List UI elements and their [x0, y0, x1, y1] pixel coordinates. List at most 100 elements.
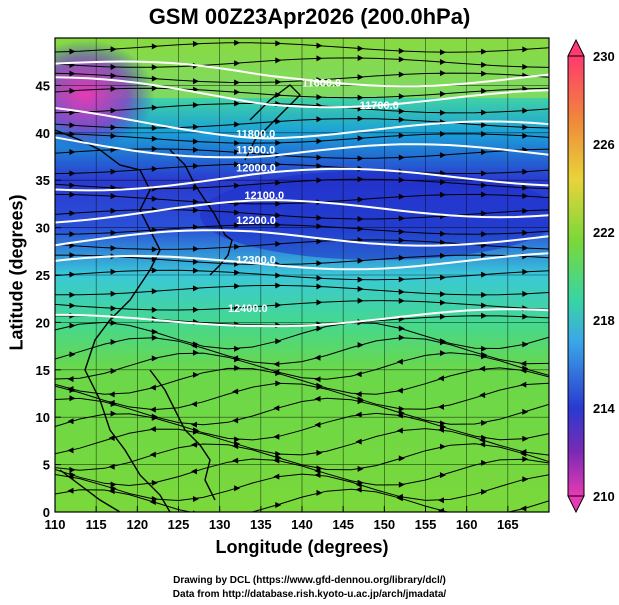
wind-arrow — [439, 291, 446, 298]
wind-arrow — [355, 486, 362, 493]
wind-arrow — [398, 409, 405, 416]
wind-arrow — [234, 89, 241, 96]
wind-arrow — [481, 48, 488, 55]
wind-arrow — [273, 473, 280, 480]
wind-arrow — [316, 489, 323, 496]
y-tick-label: 0 — [43, 505, 50, 520]
x-tick-label: 135 — [250, 517, 272, 532]
contour-label: 12100.0 — [244, 190, 284, 202]
wind-arrow — [479, 441, 486, 448]
colorbar-label: 230 — [593, 49, 615, 64]
wind-arrow — [398, 481, 405, 488]
wind-arrow — [357, 465, 364, 472]
wind-arrow — [69, 466, 76, 473]
wind-arrow — [522, 341, 529, 348]
wind-arrow — [275, 221, 282, 228]
wind-arrow — [192, 224, 199, 231]
wind-arrow — [398, 228, 405, 235]
wind-arrow — [522, 435, 529, 442]
wind-arrow — [316, 382, 323, 389]
wind-arrow — [316, 238, 323, 245]
wind-arrow — [234, 222, 241, 229]
wind-arrow — [316, 55, 323, 62]
wind-arrow — [398, 177, 405, 184]
wind-arrow — [439, 443, 446, 450]
wind-arrow — [110, 107, 117, 114]
wind-arrow — [520, 360, 527, 367]
wind-arrow — [522, 184, 529, 191]
wind-arrow — [192, 184, 199, 191]
wind-arrow — [234, 149, 241, 156]
wind-arrow — [192, 306, 199, 313]
wind-arrow — [192, 207, 199, 214]
wind-arrow — [110, 319, 117, 326]
wind-arrow — [110, 168, 117, 175]
wind-arrow — [151, 413, 158, 420]
wind-arrow — [481, 351, 488, 358]
wind-arrow — [522, 63, 529, 70]
wind-arrow — [481, 210, 488, 217]
wind-arrow — [481, 488, 488, 495]
chart-title: GSM 00Z23Apr2026 (200.0hPa) — [148, 4, 471, 29]
wind-arrow — [67, 447, 74, 454]
x-tick-label: 155 — [415, 517, 437, 532]
wind-arrow — [439, 230, 446, 237]
wind-arrow — [110, 193, 117, 200]
wind-arrow — [110, 46, 117, 53]
wind-arrow — [192, 198, 199, 205]
wind-arrow — [192, 371, 199, 378]
wind-arrow — [110, 410, 117, 417]
wind-streamline — [55, 443, 549, 471]
wind-arrow — [398, 276, 405, 283]
wind-arrow — [357, 155, 364, 162]
wind-arrow — [234, 436, 241, 443]
wind-arrow — [316, 162, 323, 169]
wind-arrow — [398, 132, 405, 139]
wind-arrow — [481, 271, 488, 278]
wind-arrow — [190, 401, 197, 408]
wind-streamline — [55, 87, 549, 99]
wind-arrow — [234, 121, 241, 128]
wind-arrow — [522, 193, 529, 200]
height-contour — [55, 60, 549, 88]
y-tick-label: 45 — [36, 78, 50, 93]
wind-arrow — [357, 479, 364, 486]
wind-arrow — [439, 191, 446, 198]
wind-arrow — [275, 40, 282, 47]
wind-arrow — [273, 361, 280, 368]
wind-arrow — [357, 342, 364, 349]
colorbar-label: 222 — [593, 225, 615, 240]
wind-arrow — [110, 485, 117, 492]
wind-arrow — [357, 135, 364, 142]
wind-arrow — [69, 291, 76, 298]
wind-streamline — [55, 72, 549, 84]
wind-arrow — [69, 70, 76, 77]
wind-arrow — [192, 267, 199, 274]
wind-arrow — [69, 471, 76, 478]
wind-arrow — [69, 302, 76, 309]
wind-arrow — [316, 116, 323, 123]
wind-arrow — [396, 358, 403, 365]
wind-arrow — [110, 268, 117, 275]
wind-arrow — [398, 288, 405, 295]
y-tick-label: 25 — [36, 268, 50, 283]
wind-arrow — [437, 507, 444, 512]
wind-arrow — [520, 381, 527, 388]
colorbar-min-arrow — [567, 495, 585, 514]
wind-arrow — [192, 427, 199, 434]
plot-area: 11600.0 11700.0 11800.0 11900.0 12000.0 12100… — [55, 38, 549, 512]
colorbar-max-arrow — [567, 38, 585, 57]
wind-arrow — [398, 297, 405, 304]
credit-data: Data from http://database.rish.kyoto-u.a… — [172, 589, 447, 600]
wind-arrow — [108, 434, 115, 441]
wind-arrow — [275, 57, 282, 64]
wind-arrow — [522, 268, 529, 275]
wind-streamline — [55, 224, 549, 235]
wind-arrow — [439, 420, 446, 427]
wind-arrow — [151, 145, 158, 152]
wind-arrow — [314, 395, 321, 402]
wind-arrow — [522, 244, 529, 251]
wind-arrow — [522, 168, 529, 175]
wind-arrow — [151, 306, 158, 313]
wind-arrow — [357, 216, 364, 223]
